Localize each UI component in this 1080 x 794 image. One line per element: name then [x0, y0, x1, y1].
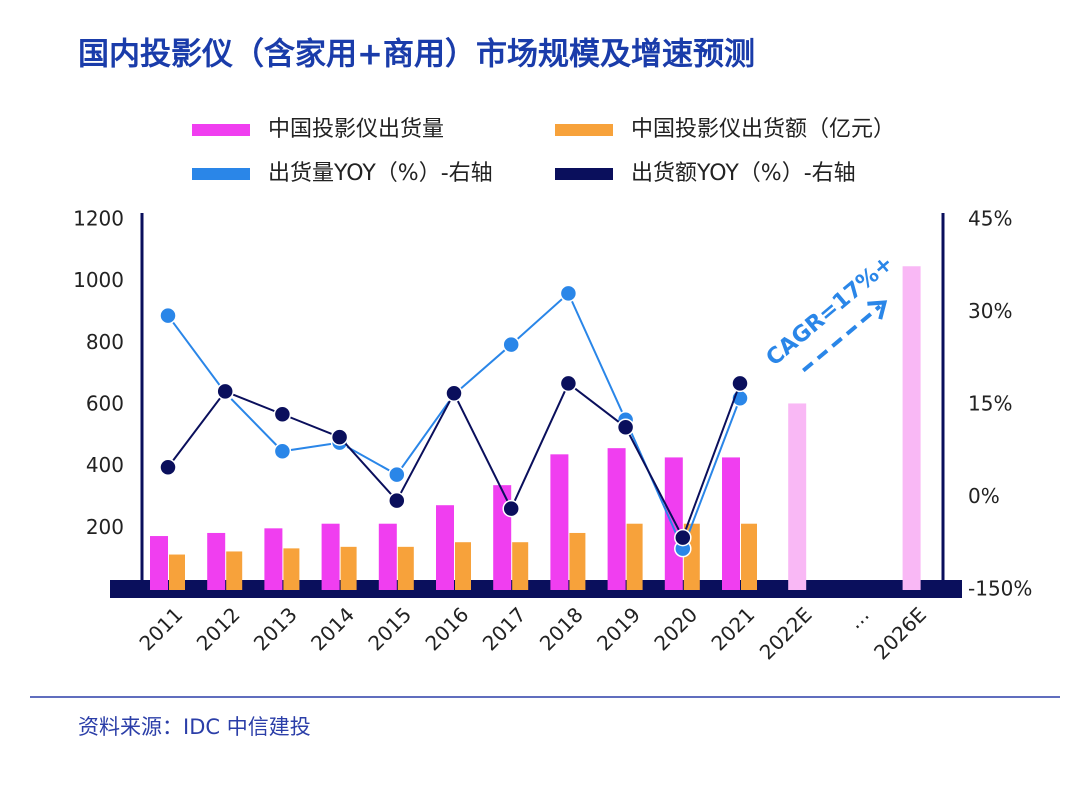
- legend-label: 中国投影仪出货量: [268, 117, 444, 142]
- y-tick-label: 1000: [73, 268, 124, 292]
- line-marker: [445, 384, 463, 403]
- x-tick-label: 2016: [420, 602, 473, 655]
- bar: [512, 542, 529, 590]
- line-marker: [559, 284, 578, 303]
- y-tick-label: 400: [86, 453, 124, 477]
- x-tick-label: …: [843, 602, 874, 633]
- line-marker: [273, 405, 292, 423]
- y-tick-label: 1200: [73, 207, 124, 231]
- y-tick-label: 200: [86, 515, 124, 539]
- bar: [264, 528, 283, 590]
- bar: [607, 448, 626, 590]
- line-marker: [502, 499, 520, 518]
- line-marker: [731, 374, 749, 393]
- bar: [226, 551, 243, 590]
- annotation-arrowhead: [867, 300, 888, 320]
- legend-swatch: [555, 124, 613, 136]
- x-tick-label: 2012: [192, 602, 245, 655]
- bar: [741, 523, 757, 590]
- line-marker: [159, 458, 177, 477]
- line-marker: [674, 528, 692, 547]
- legend-label: 出货额YOY（%）-右轴: [631, 161, 856, 186]
- bar: [340, 546, 357, 590]
- line-marker: [616, 418, 635, 436]
- bar: [455, 542, 471, 590]
- legend-swatch: [192, 168, 250, 180]
- legend-label: 中国投影仪出货额（亿元）: [631, 117, 895, 142]
- bar: [664, 457, 683, 590]
- y2-tick-label: 30%: [968, 299, 1012, 323]
- bar: [378, 523, 397, 590]
- bar: [902, 266, 921, 590]
- line-marker: [388, 465, 406, 484]
- annotation-arrow: [802, 304, 882, 373]
- bar: [283, 548, 300, 590]
- bar: [397, 546, 414, 590]
- bar: [321, 523, 340, 590]
- bar: [788, 403, 807, 590]
- bar: [169, 554, 185, 590]
- x-tick-label: 2019: [592, 602, 645, 655]
- x-tick-label: 2015: [363, 602, 416, 655]
- bar: [550, 454, 569, 590]
- y2-tick-label: -150%: [968, 577, 1032, 601]
- line-marker: [559, 374, 578, 393]
- chart-title: 国内投影仪（含家用+商用）市场规模及增速预测: [78, 37, 755, 73]
- x-tick-label: 2013: [249, 602, 302, 655]
- x-tick-label: 2020: [649, 602, 702, 655]
- bar: [436, 505, 454, 590]
- y-tick-label: 800: [86, 330, 124, 354]
- line-marker: [159, 306, 177, 325]
- line-marker: [216, 382, 234, 401]
- x-tick-label: 2011: [134, 602, 187, 655]
- line-marker: [502, 335, 520, 354]
- line-marker: [388, 491, 406, 510]
- bar: [150, 536, 168, 590]
- bar: [569, 532, 586, 590]
- source: 资料来源：IDC 中信建投: [78, 715, 311, 739]
- bar: [207, 532, 226, 590]
- legend-swatch: [192, 124, 250, 136]
- y2-tick-label: 0%: [968, 484, 1000, 508]
- x-tick-label: 2026E: [869, 602, 931, 664]
- line-marker: [330, 428, 349, 446]
- x-tick-label: 2017: [478, 602, 531, 655]
- x-tick-label: 2018: [535, 602, 588, 655]
- bar: [626, 523, 643, 590]
- line-marker: [273, 442, 292, 460]
- y2-tick-label: 45%: [968, 207, 1012, 231]
- x-tick-label: 2022E: [755, 602, 817, 664]
- legend-swatch: [555, 168, 613, 180]
- y2-tick-label: 15%: [968, 392, 1012, 416]
- bar: [722, 457, 740, 590]
- y-tick-label: 600: [86, 392, 124, 416]
- x-tick-label: 2014: [306, 602, 359, 655]
- x-tick-label: 2021: [706, 602, 759, 655]
- legend-label: 出货量YOY（%）-右轴: [268, 161, 493, 186]
- annotation-text: CAGR=17%+: [762, 251, 899, 372]
- annotation: CAGR=17%+: [762, 251, 899, 373]
